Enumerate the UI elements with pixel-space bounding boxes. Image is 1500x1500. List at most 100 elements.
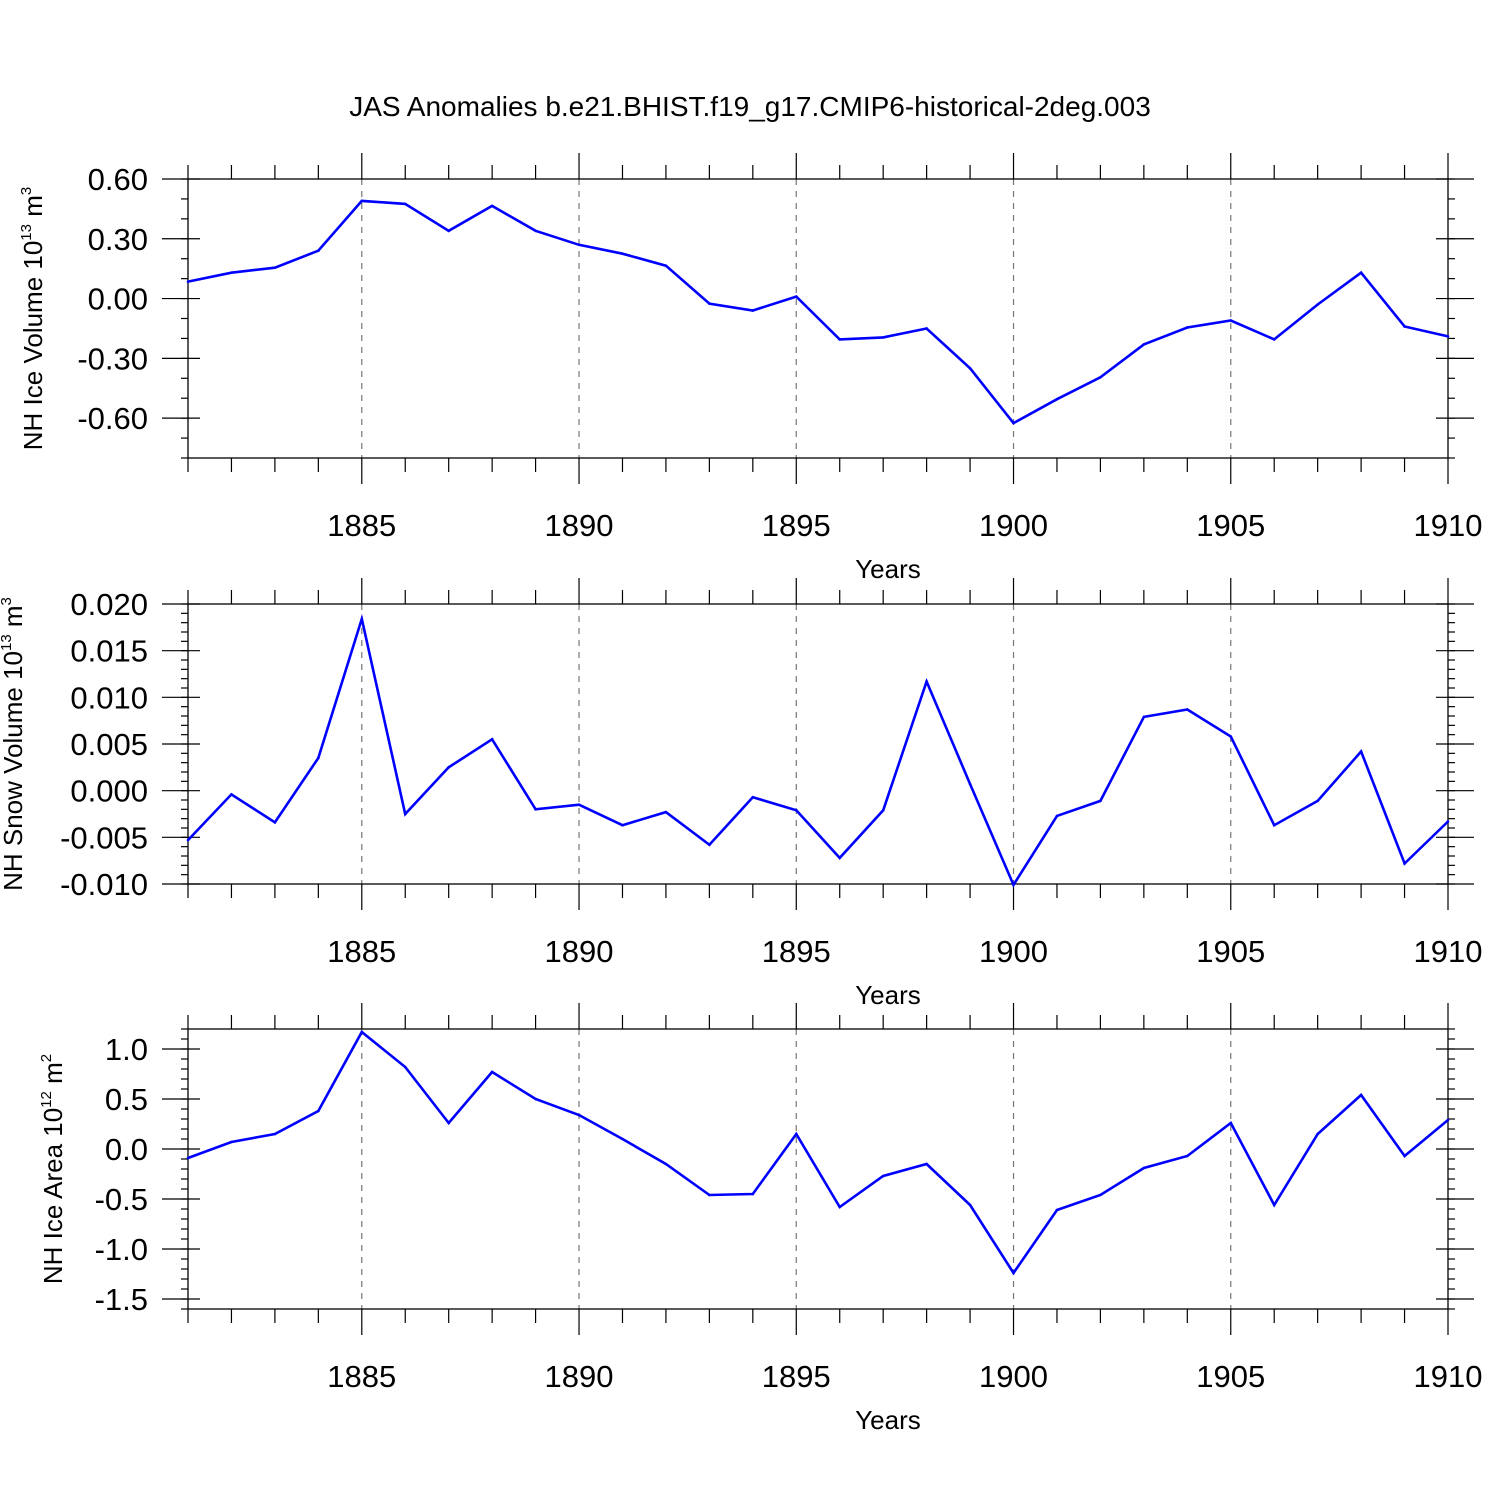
- x-axis-title: Years: [855, 1405, 921, 1435]
- data-point: [881, 336, 885, 339]
- data-point: [1055, 814, 1059, 818]
- data-point: [577, 803, 581, 806]
- data-point: [925, 1162, 928, 1166]
- data-point: [1272, 823, 1276, 827]
- data-point: [1316, 303, 1319, 306]
- data-point: [317, 249, 320, 253]
- x-tick-label: 1895: [762, 934, 831, 969]
- data-point: [534, 229, 537, 233]
- data-point: [968, 1203, 972, 1207]
- y-tick-label: 0.00: [88, 282, 148, 317]
- x-tick-label: 1900: [979, 508, 1048, 543]
- data-point: [751, 309, 755, 312]
- data-point: [1055, 397, 1059, 401]
- data-point: [1142, 715, 1146, 719]
- x-tick-label: 1890: [545, 934, 614, 969]
- x-tick-label: 1885: [327, 1359, 396, 1394]
- data-point: [1272, 338, 1276, 341]
- data-point: [1446, 1118, 1450, 1122]
- data-point: [881, 808, 885, 812]
- data-point: [534, 808, 537, 811]
- panel-ice-volume: 1885 1890 1895 1900 1905 1910 Years 0.60 0.30 0.0…: [18, 153, 1482, 584]
- data-point: [1186, 1154, 1189, 1158]
- data-point: [1403, 1154, 1406, 1158]
- x-tick-label: 1905: [1196, 934, 1265, 969]
- series-line-ice-volume: [187, 199, 1449, 425]
- x-tick-label: 1885: [327, 934, 396, 969]
- data-point: [708, 302, 711, 305]
- y-tick-label: -0.5: [95, 1182, 148, 1217]
- y-tick-label: -0.60: [77, 401, 148, 436]
- x-tick-label: 1900: [979, 934, 1048, 969]
- data-point: [1186, 708, 1189, 711]
- x-tick-label: 1910: [1414, 508, 1483, 543]
- y-axis-title: NH Snow Volume 1013 m3: [0, 597, 28, 891]
- y-tick-label: -0.010: [60, 867, 148, 902]
- data-point: [1316, 1132, 1319, 1136]
- y-axis-title: NH Ice Area 1012 m2: [38, 1054, 68, 1284]
- data-point: [1229, 1121, 1233, 1125]
- data-point: [1012, 1271, 1015, 1275]
- data-point: [403, 202, 407, 206]
- data-point: [838, 338, 842, 341]
- y-tick-label: 0.015: [70, 634, 148, 669]
- data-point: [1446, 820, 1450, 823]
- x-tick-label: 1910: [1414, 1359, 1483, 1394]
- data-point: [490, 204, 494, 208]
- data-point: [708, 1193, 711, 1197]
- data-point: [838, 856, 842, 860]
- data-point: [230, 271, 233, 274]
- data-point: [621, 1137, 624, 1141]
- x-tick-label: 1890: [545, 508, 614, 543]
- data-point: [1229, 319, 1233, 322]
- data-point: [794, 295, 798, 298]
- x-tick-label: 1895: [762, 508, 831, 543]
- data-point: [360, 1030, 364, 1034]
- y-tick-label: -0.005: [60, 820, 148, 855]
- y-tick-label: 0.0: [105, 1132, 148, 1167]
- data-point: [1229, 735, 1233, 738]
- y-tick-label: 0.30: [88, 222, 148, 257]
- panel-snow-volume: 1885 1890 1895 1900 1905 1910 Years 0.020 0.015 0…: [0, 578, 1482, 1010]
- series-line-ice-area: [187, 1030, 1449, 1276]
- data-point: [490, 738, 494, 741]
- data-point: [230, 1140, 233, 1144]
- x-axis-title: Years: [855, 980, 921, 1010]
- data-point: [273, 266, 277, 269]
- data-point: [577, 1113, 581, 1117]
- data-point: [968, 367, 972, 370]
- y-tick-label: 0.010: [70, 680, 148, 715]
- data-point: [751, 795, 755, 799]
- data-point: [1359, 750, 1363, 753]
- data-point: [1359, 1093, 1363, 1097]
- data-point: [1446, 335, 1450, 338]
- data-point: [1055, 1208, 1059, 1212]
- data-point: [1142, 1166, 1146, 1170]
- data-point: [1316, 799, 1319, 803]
- y-tick-label: 1.0: [105, 1032, 148, 1067]
- data-point: [621, 252, 624, 256]
- panel-ice-area: 1885 1890 1895 1900 1905 1910 Years 1.0 0.5 0.0 -0…: [38, 1003, 1482, 1435]
- data-point: [1012, 883, 1015, 887]
- chart-title: JAS Anomalies b.e21.BHIST.f19_g17.CMIP6-…: [349, 91, 1151, 122]
- y-tick-label: -1.5: [95, 1282, 148, 1317]
- data-point: [968, 782, 972, 786]
- data-point: [360, 617, 364, 621]
- y-tick-label: -0.30: [77, 341, 148, 376]
- y-tick-label: -1.0: [95, 1232, 148, 1267]
- data-point: [1403, 325, 1406, 328]
- data-point: [794, 808, 798, 812]
- data-point: [447, 1121, 450, 1125]
- data-point: [447, 766, 450, 769]
- data-point: [186, 1156, 190, 1160]
- data-point: [664, 810, 668, 814]
- x-tick-label: 1905: [1196, 508, 1265, 543]
- data-point: [403, 1065, 407, 1069]
- y-axis-title: NH Ice Volume 1013 m3: [18, 187, 48, 450]
- y-tick-label: 0.000: [70, 774, 148, 809]
- data-point: [1403, 862, 1406, 865]
- data-point: [1099, 1193, 1102, 1197]
- data-point: [360, 199, 364, 203]
- data-point: [1099, 799, 1102, 803]
- x-axis-title: Years: [855, 554, 921, 584]
